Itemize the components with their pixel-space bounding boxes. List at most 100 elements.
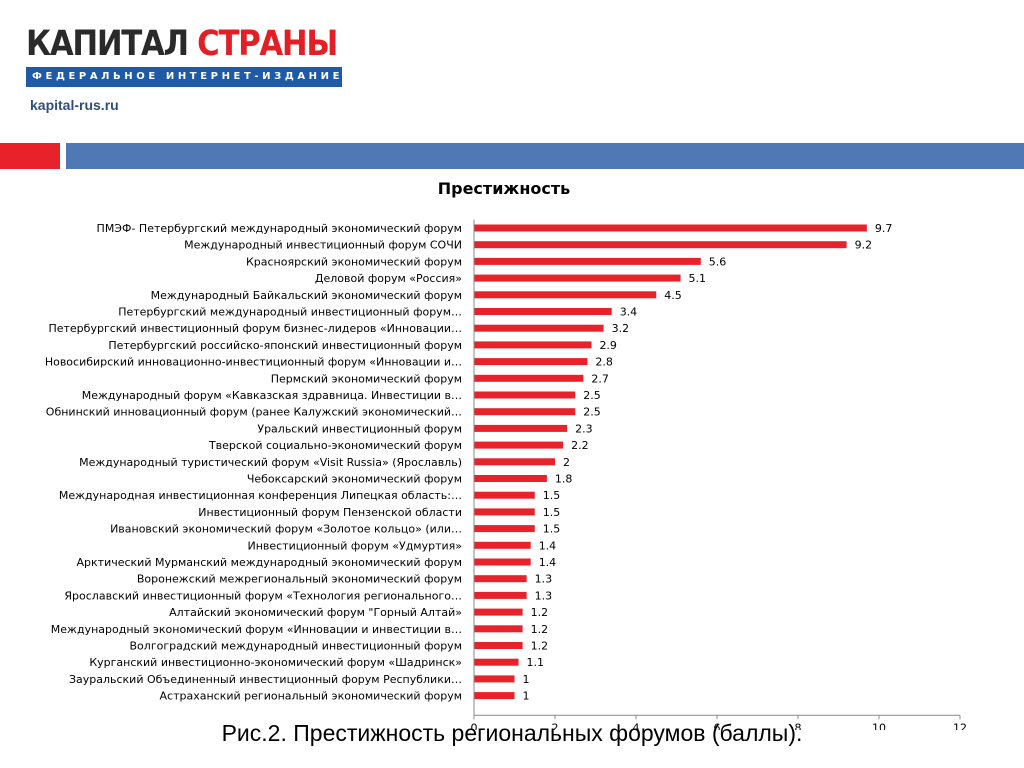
bar-28 — [474, 675, 515, 683]
value-label: 1.2 — [531, 623, 549, 636]
category-label: Международный туристический форум «Visit… — [79, 456, 462, 469]
value-label: 4.5 — [664, 289, 682, 302]
category-label: Уральский инвестиционный форум — [257, 422, 462, 435]
category-label: Инвестиционный форум «Удмуртия» — [247, 539, 462, 552]
x-tick-label: 8 — [795, 721, 802, 730]
value-label: 1.5 — [543, 489, 561, 502]
value-label: 3.4 — [620, 306, 638, 319]
category-label: Арктический Мурманский международный эко… — [77, 556, 462, 569]
category-label: Обнинский инновационный форум (ранее Кал… — [46, 406, 462, 419]
value-label: 5.1 — [689, 272, 707, 285]
bar-8 — [474, 341, 592, 349]
category-label: Пермский экономический форум — [271, 372, 462, 385]
x-tick-label: 0 — [471, 721, 478, 730]
bar-13 — [474, 424, 568, 432]
value-label: 2.5 — [583, 389, 601, 402]
value-label: 2 — [563, 456, 570, 469]
category-label: Курганский инвестиционно-экономический ф… — [89, 656, 462, 669]
value-label: 1 — [523, 690, 530, 703]
bar-16 — [474, 475, 547, 482]
bar-3 — [474, 257, 701, 265]
logo-word-2: СТРАНЫ — [197, 24, 338, 64]
category-label: Чебоксарский экономический форум — [247, 473, 462, 486]
bar-chart: Престижность ПМЭФ- Петербургский междунар… — [45, 179, 967, 734]
value-label: 1.8 — [555, 473, 573, 486]
value-label: 1.5 — [543, 523, 561, 536]
category-label: Петербургский международный инвестиционн… — [118, 306, 462, 319]
value-label: 2.9 — [599, 339, 617, 352]
bar-24 — [474, 608, 523, 616]
category-label: Алтайский экономический форум "Горный Ал… — [169, 606, 462, 619]
value-label: 1.4 — [539, 556, 557, 569]
bar-9 — [474, 358, 588, 366]
bar-22 — [474, 575, 527, 583]
value-label: 1.3 — [535, 589, 553, 602]
value-label: 2.8 — [595, 356, 613, 369]
bar-6 — [474, 308, 612, 315]
brand-logo: КАПИТАЛ СТРАНЫ ФЕДЕРАЛЬНОЕ ИНТЕРНЕТ-ИЗДА… — [26, 27, 344, 87]
value-label: 5.6 — [709, 255, 727, 268]
category-label: Зауральский Объединенный инвестиционный … — [69, 673, 462, 686]
bar-4 — [474, 274, 681, 282]
bar-18 — [474, 508, 535, 516]
divider-blue-bar — [66, 143, 1024, 169]
category-label: Международный инвестиционный форум СОЧИ — [184, 239, 462, 252]
bar-25 — [474, 625, 523, 633]
value-label: 9.7 — [875, 222, 893, 235]
chart-title: Престижность — [438, 179, 571, 198]
value-label: 2.3 — [575, 422, 593, 435]
bar-26 — [474, 642, 523, 649]
bar-20 — [474, 541, 531, 549]
logo-tagline: ФЕДЕРАЛЬНОЕ ИНТЕРНЕТ-ИЗДАНИЕ — [26, 67, 342, 87]
value-label: 1.3 — [535, 573, 553, 586]
category-label: Тверской социально-экономический форум — [208, 439, 462, 452]
category-label: Воронежский межрегиональный экономически… — [137, 573, 462, 586]
bar-10 — [474, 374, 584, 382]
category-label: Петербургский российско-японский инвести… — [108, 339, 462, 352]
divider-red-block — [0, 143, 60, 169]
category-label: ПМЭФ- Петербургский международный эконом… — [97, 222, 462, 235]
bar-17 — [474, 491, 535, 499]
category-label: Международный форум «Кавказская здравниц… — [82, 389, 462, 402]
value-label: 1.2 — [531, 640, 549, 653]
value-label: 2.7 — [591, 372, 609, 385]
bar-11 — [474, 391, 576, 399]
value-label: 3.2 — [612, 322, 630, 335]
bar-19 — [474, 525, 535, 533]
category-label: Петербургский инвестиционный форум бизне… — [48, 322, 462, 335]
site-link[interactable]: kapital-rus.ru — [30, 97, 119, 113]
category-label: Волгоградский международный инвестиционн… — [130, 640, 462, 653]
x-tick-label: 2 — [552, 721, 559, 730]
logo-word-1: КАПИТАЛ — [26, 24, 189, 64]
category-label: Новосибирский инновационно-инвестиционны… — [45, 356, 462, 369]
bar-23 — [474, 591, 527, 599]
category-label: Международная инвестиционная конференция… — [59, 489, 462, 502]
value-label: 1.2 — [531, 606, 549, 619]
value-label: 2.5 — [583, 406, 601, 419]
category-label: Астраханский региональный экономический … — [160, 690, 462, 703]
x-tick-label: 6 — [714, 721, 721, 730]
bar-14 — [474, 441, 564, 449]
bar-1 — [474, 224, 867, 232]
value-label: 1 — [523, 673, 530, 686]
category-label: Красноярский экономический форум — [246, 255, 462, 268]
value-label: 1.4 — [539, 539, 557, 552]
bar-2 — [474, 241, 847, 249]
category-label: Деловой форум «Россия» — [315, 272, 462, 285]
chart-container: Престижность ПМЭФ- Петербургский междунар… — [0, 170, 1024, 734]
category-label: Международный Байкальский экономический … — [151, 289, 462, 302]
value-label: 9.2 — [855, 239, 873, 252]
bar-7 — [474, 324, 604, 332]
logo-wordmark: КАПИТАЛ СТРАНЫ — [26, 24, 338, 64]
category-label: Ивановский экономический форум «Золотое … — [110, 523, 462, 536]
figure-caption: Рис.2. Престижность региональных форумов… — [221, 720, 803, 746]
bar-21 — [474, 558, 531, 566]
category-label: Инвестиционный форум Пензенской области — [198, 506, 462, 519]
bar-12 — [474, 408, 576, 416]
bar-29 — [474, 692, 515, 700]
category-label: Международный экономический форум «Иннов… — [51, 623, 462, 636]
bar-5 — [474, 291, 657, 299]
value-label: 2.2 — [571, 439, 589, 452]
x-tick-label: 4 — [633, 721, 640, 730]
bar-15 — [474, 458, 555, 466]
